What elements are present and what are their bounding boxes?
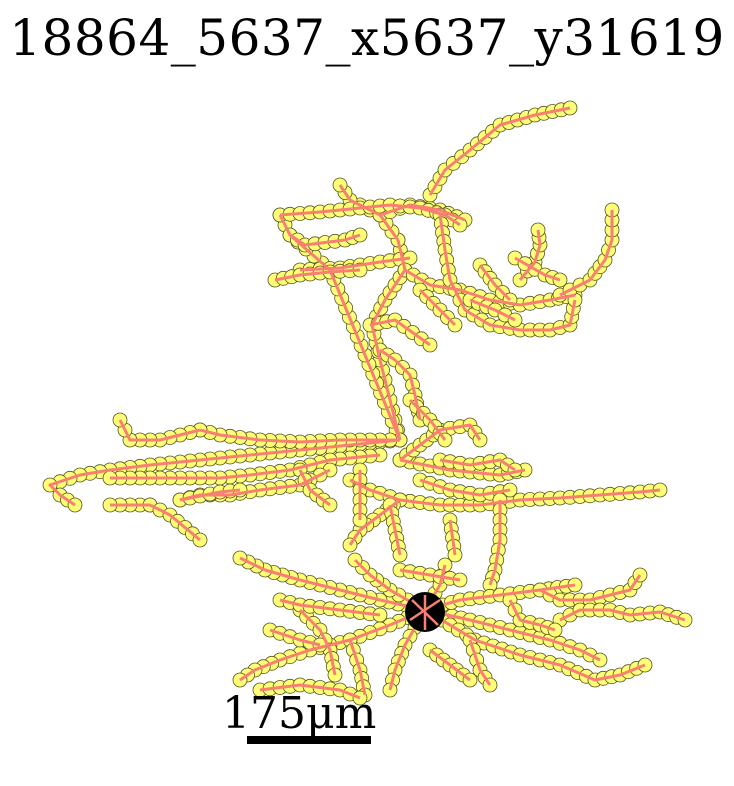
- neurite-branch-overlay: [299, 256, 411, 272]
- neurite-branch-overlay: [379, 348, 422, 421]
- neurite-branch-overlay: [424, 583, 576, 612]
- neurite-branch-overlay: [419, 478, 511, 497]
- neurite-branch-overlay: [239, 556, 426, 612]
- neurite-branch-overlay: [149, 503, 201, 542]
- neurite-branch-overlay: [199, 428, 400, 444]
- figure-title: 18864_5637_x5637_y31619: [9, 9, 725, 67]
- soma-marker: [405, 592, 445, 632]
- neurite-branch-overlay: [388, 504, 402, 556]
- neurite-branch-overlay: [424, 608, 646, 682]
- neurite-nodes: [42, 100, 693, 706]
- neurite-branch-overlay: [48, 438, 401, 507]
- neurite-branch-overlay: [279, 203, 461, 227]
- neurite-branch-overlay: [478, 264, 512, 302]
- neurite-branch-overlay: [418, 288, 457, 327]
- neurite-branch-overlay: [274, 268, 361, 282]
- neurite-branch-overlay: [369, 318, 431, 347]
- neurite-branch-overlay: [399, 423, 482, 462]
- neurite-branch-overlay: [448, 519, 457, 556]
- neurite-branch-overlay: [399, 458, 526, 477]
- neurite-branch-overlay: [508, 599, 556, 632]
- neurite-branch-overlay: [179, 488, 241, 502]
- neurite-branch-overlay: [298, 608, 337, 676]
- scale-bar-label: 175μm: [222, 688, 377, 739]
- neurite-branch-overlay: [110, 453, 381, 480]
- neurite-branch-overlay: [379, 203, 466, 222]
- neurite-branch-overlay: [559, 210, 614, 297]
- neurite-branch-overlay: [439, 458, 516, 472]
- neurite-branch-overlay: [428, 106, 571, 196]
- neurite-branch-overlay: [118, 419, 201, 442]
- neurite-branch-overlay: [424, 608, 601, 662]
- neurite-branch-overlay: [488, 500, 502, 586]
- neurite-branch-overlay: [539, 574, 642, 602]
- scale-bar: [247, 736, 371, 744]
- neurite-branch-overlay: [289, 233, 361, 247]
- neurite-branch-overlay: [438, 214, 577, 332]
- neurite-branch-overlay: [298, 469, 331, 507]
- neurite-branch-overlay: [349, 478, 401, 502]
- neurite-branch-overlay: [259, 683, 361, 700]
- neurite-branch-overlay: [239, 608, 426, 682]
- neurite-branch-overlay: [468, 639, 492, 686]
- neurite-branch-overlay: [348, 639, 367, 696]
- neurite-branch-overlay: [408, 398, 447, 441]
- neurite-branch-overlay: [399, 568, 461, 582]
- neurite-branch-overlay: [269, 628, 321, 647]
- neurite-branch-overlay: [278, 214, 402, 441]
- neurite-branch-overlay: [404, 268, 576, 307]
- neurite-branch-overlay: [518, 229, 542, 281]
- neurite-branch-overlay: [353, 558, 426, 612]
- neurite-branch-overlay: [469, 298, 516, 322]
- neurite-branch-overlay: [429, 648, 471, 682]
- neurite-branch-overlay: [559, 608, 686, 622]
- neurite-branch-overlay: [279, 598, 381, 617]
- neurite-branch-overlay: [514, 256, 561, 282]
- neurite-branch-overlay: [399, 488, 661, 507]
